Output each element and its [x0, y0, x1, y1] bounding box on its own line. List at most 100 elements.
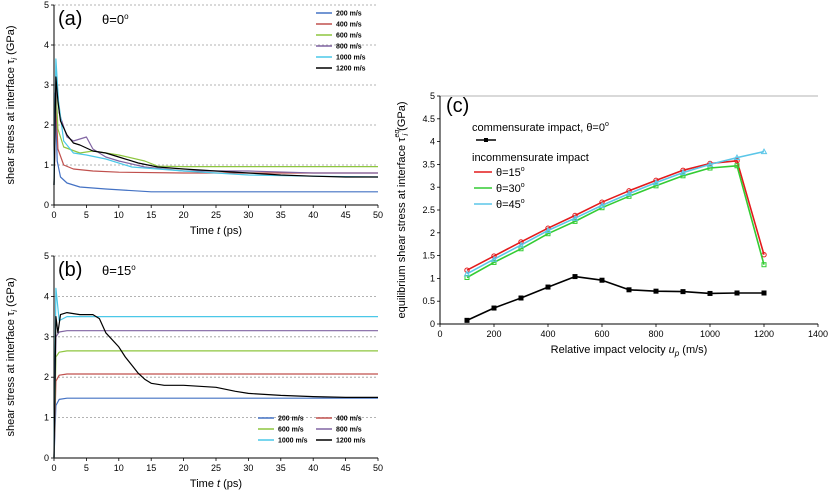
y-tick-label: 0.5: [422, 296, 435, 306]
y-axis-label: equilibrium shear stress at interface τe…: [394, 101, 410, 318]
data-point: [706, 160, 714, 167]
chart-panel-c: 0 0.5 1 1.5 2 2.5 3 3.5 4 4.5 5 0 200 400 600 800 1000 12…: [394, 91, 828, 358]
x-tick-label: 30: [243, 210, 253, 220]
y-axis-label: shear stress at interface τi (GPa): [5, 278, 19, 437]
theta-annotation: θ=15o: [102, 263, 136, 278]
x-tick-label: 45: [341, 463, 351, 473]
y-tick-label: 3: [44, 332, 49, 342]
data-point: [761, 290, 767, 296]
series-line: [466, 165, 765, 279]
panel-label: (a): [58, 8, 82, 30]
x-tick-label: 10: [114, 463, 124, 473]
legend-header: incommensurate impact: [472, 152, 589, 164]
y-tick-label: 2.5: [422, 205, 435, 215]
legend-label: 200 m/s: [336, 11, 362, 18]
data-point: [491, 253, 497, 259]
y-tick-label: 3: [430, 182, 435, 192]
data-point: [626, 287, 632, 293]
data-point: [734, 158, 740, 164]
data-point: [707, 290, 713, 296]
x-tick-label: 600: [594, 329, 609, 339]
x-tick-label: 1200: [754, 329, 774, 339]
x-tick-label: 5: [84, 463, 89, 473]
panel-label: (c): [446, 95, 469, 117]
data-point: [625, 190, 633, 197]
x-tick-label: 1400: [808, 329, 828, 339]
x-tick-label: 50: [373, 210, 383, 220]
x-tick-label: 10: [114, 210, 124, 220]
x-tick-label: 50: [373, 463, 383, 473]
legend-marker: [484, 138, 488, 142]
series-line: [53, 76, 378, 186]
data-point: [734, 163, 740, 169]
legend-label: θ=30o: [496, 182, 525, 195]
x-tick-label: 0: [51, 210, 56, 220]
y-tick-label: 2: [44, 120, 49, 130]
data-point: [680, 289, 686, 295]
legend-label: 400 m/s: [336, 416, 362, 423]
x-tick-label: 45: [341, 210, 351, 220]
legend-label: 800 m/s: [336, 427, 362, 434]
legend-label: θ=15o: [496, 166, 525, 179]
series-line: [53, 397, 378, 459]
data-point: [517, 241, 525, 248]
legend-label: 600 m/s: [278, 427, 304, 434]
x-axis-label: Relative impact velocity up (m/s): [551, 344, 708, 358]
data-point: [653, 183, 659, 189]
data-point: [544, 226, 552, 234]
data-point: [518, 295, 524, 301]
data-point: [464, 317, 470, 323]
x-tick-label: 15: [146, 463, 156, 473]
y-tick-label: 1: [44, 413, 49, 423]
x-tick-label: 25: [211, 463, 221, 473]
y-tick-label: 0: [430, 319, 435, 329]
legend-label: 800 m/s: [336, 44, 362, 51]
y-tick-label: 5: [44, 251, 49, 261]
data-point: [653, 288, 659, 294]
data-point: [490, 255, 498, 262]
x-tick-label: 800: [648, 329, 663, 339]
y-tick-label: 1: [44, 160, 49, 170]
series-line: [53, 312, 378, 459]
panel-label: (b): [58, 259, 82, 281]
y-axis-label: shear stress at interface τi (GPa): [5, 26, 19, 185]
series-line: [53, 76, 378, 186]
series-line: [53, 100, 378, 186]
x-tick-label: 40: [308, 463, 318, 473]
data-point: [761, 262, 767, 268]
x-tick-label: 0: [437, 329, 442, 339]
x-tick-label: 0: [51, 463, 56, 473]
data-point: [733, 154, 741, 161]
x-tick-label: 25: [211, 210, 221, 220]
data-point: [760, 148, 768, 155]
series-line: [466, 150, 765, 275]
x-tick-label: 35: [276, 463, 286, 473]
x-tick-label: 200: [486, 329, 501, 339]
y-tick-label: 3.5: [422, 159, 435, 169]
data-point: [571, 214, 579, 221]
y-tick-label: 1: [430, 273, 435, 283]
x-tick-label: 400: [540, 329, 555, 339]
data-point: [491, 259, 497, 265]
x-tick-label: 35: [276, 210, 286, 220]
data-point: [518, 239, 524, 245]
data-point: [545, 231, 551, 237]
y-tick-label: 2: [430, 228, 435, 238]
data-point: [599, 277, 605, 283]
x-tick-label: 20: [179, 210, 189, 220]
y-tick-label: 0: [44, 200, 49, 210]
x-tick-label: 15: [146, 210, 156, 220]
data-point: [680, 173, 686, 179]
y-tick-label: 0: [44, 453, 49, 463]
series-line: [466, 275, 764, 322]
data-point: [463, 270, 471, 277]
x-tick-label: 5: [84, 210, 89, 220]
x-axis-label: Time t (ps): [190, 478, 242, 490]
data-point: [572, 274, 578, 280]
series-line: [53, 84, 378, 186]
data-point: [679, 169, 687, 176]
x-tick-label: 30: [243, 463, 253, 473]
y-tick-label: 1.5: [422, 251, 435, 261]
